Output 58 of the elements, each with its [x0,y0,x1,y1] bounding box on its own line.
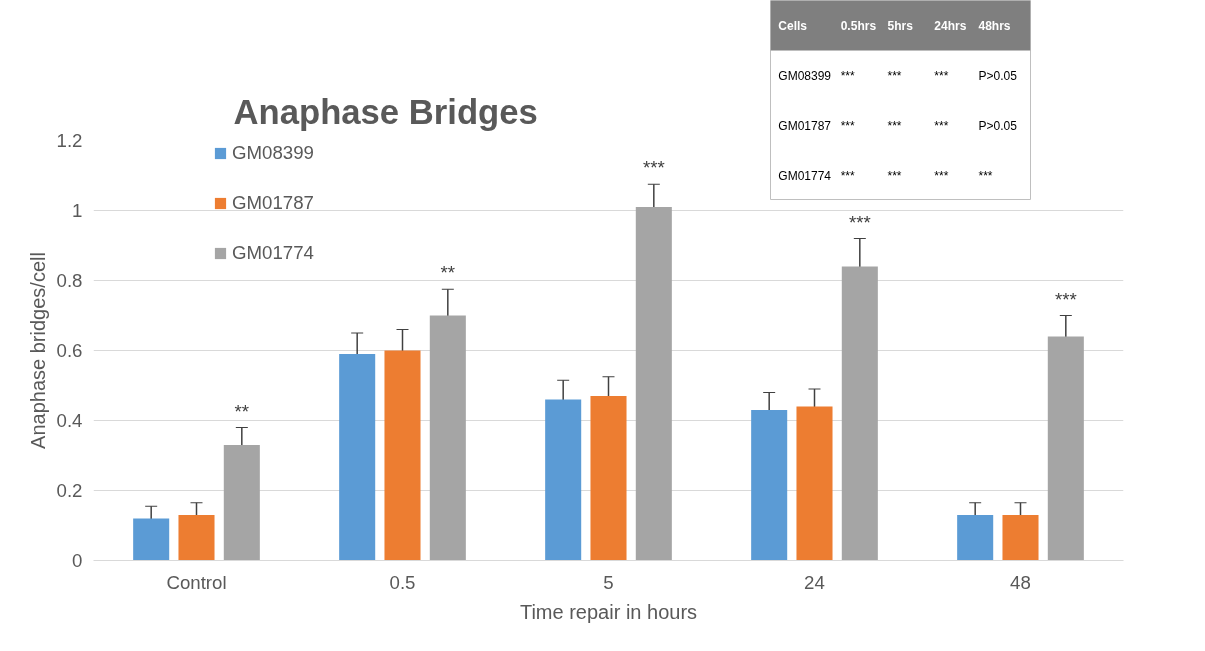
bar [384,350,421,561]
bar [133,518,170,561]
x-tick-label: 5 [603,571,614,593]
legend-label: GM08399 [232,142,314,164]
bar [957,515,994,561]
annotation: *** [642,157,665,179]
x-tick-label: 48 [1010,571,1031,593]
y-tick-label: 1 [72,200,83,221]
x-tick-label: 24 [804,571,825,593]
text: *** [887,68,902,83]
y-axis-title: Anaphase bridges/cell [26,252,49,449]
legend-label: GM01774 [232,242,314,264]
y-tick-label: 0.2 [56,480,83,501]
y-tick-label: 1.2 [56,130,83,151]
text: *** [934,68,949,83]
x-tick-label: Control [166,571,227,593]
annotation: *** [978,168,993,183]
annotation: *** [848,211,871,233]
bar [223,445,260,561]
annotation: ** [234,400,250,422]
bar [635,207,672,561]
y-tick-label: 0.4 [56,410,83,431]
text: *** [887,118,902,133]
y-tick-label: 0 [72,550,83,571]
bar [1047,336,1084,561]
bar [339,354,376,561]
annotation: *** [887,168,902,183]
annotation: GM01774 [778,168,832,183]
bar [841,266,878,561]
text: *** [934,118,949,133]
text: P>0.05 [978,118,1018,133]
annotation: *** [840,168,856,183]
annotation: ** [440,262,456,284]
text: 0.5hrs [840,18,877,33]
y-tick-label: 0.6 [56,340,83,361]
x-tick-label: 0.5 [389,571,416,593]
text: Cells [778,18,808,33]
text: *** [840,118,856,133]
text: *** [840,68,856,83]
bar [178,515,215,561]
y-tick-label: 0.8 [56,270,83,291]
bar [590,396,627,561]
bar [545,399,582,561]
text: 5hrs [887,18,914,33]
bar [1002,515,1039,561]
text: 48hrs [978,18,1011,33]
text: 24hrs [934,18,967,33]
bar [429,315,466,561]
legend-label: GM01787 [232,192,314,214]
text: GM01787 [778,118,832,133]
text: P>0.05 [978,68,1018,83]
x-axis-title: Time repair in hours [519,600,698,623]
bar [796,406,833,561]
bar [751,410,788,561]
annotation: *** [934,168,949,183]
text: GM08399 [778,68,832,83]
chart-title: Anaphase Bridges [233,92,538,131]
annotation: *** [1054,288,1077,310]
